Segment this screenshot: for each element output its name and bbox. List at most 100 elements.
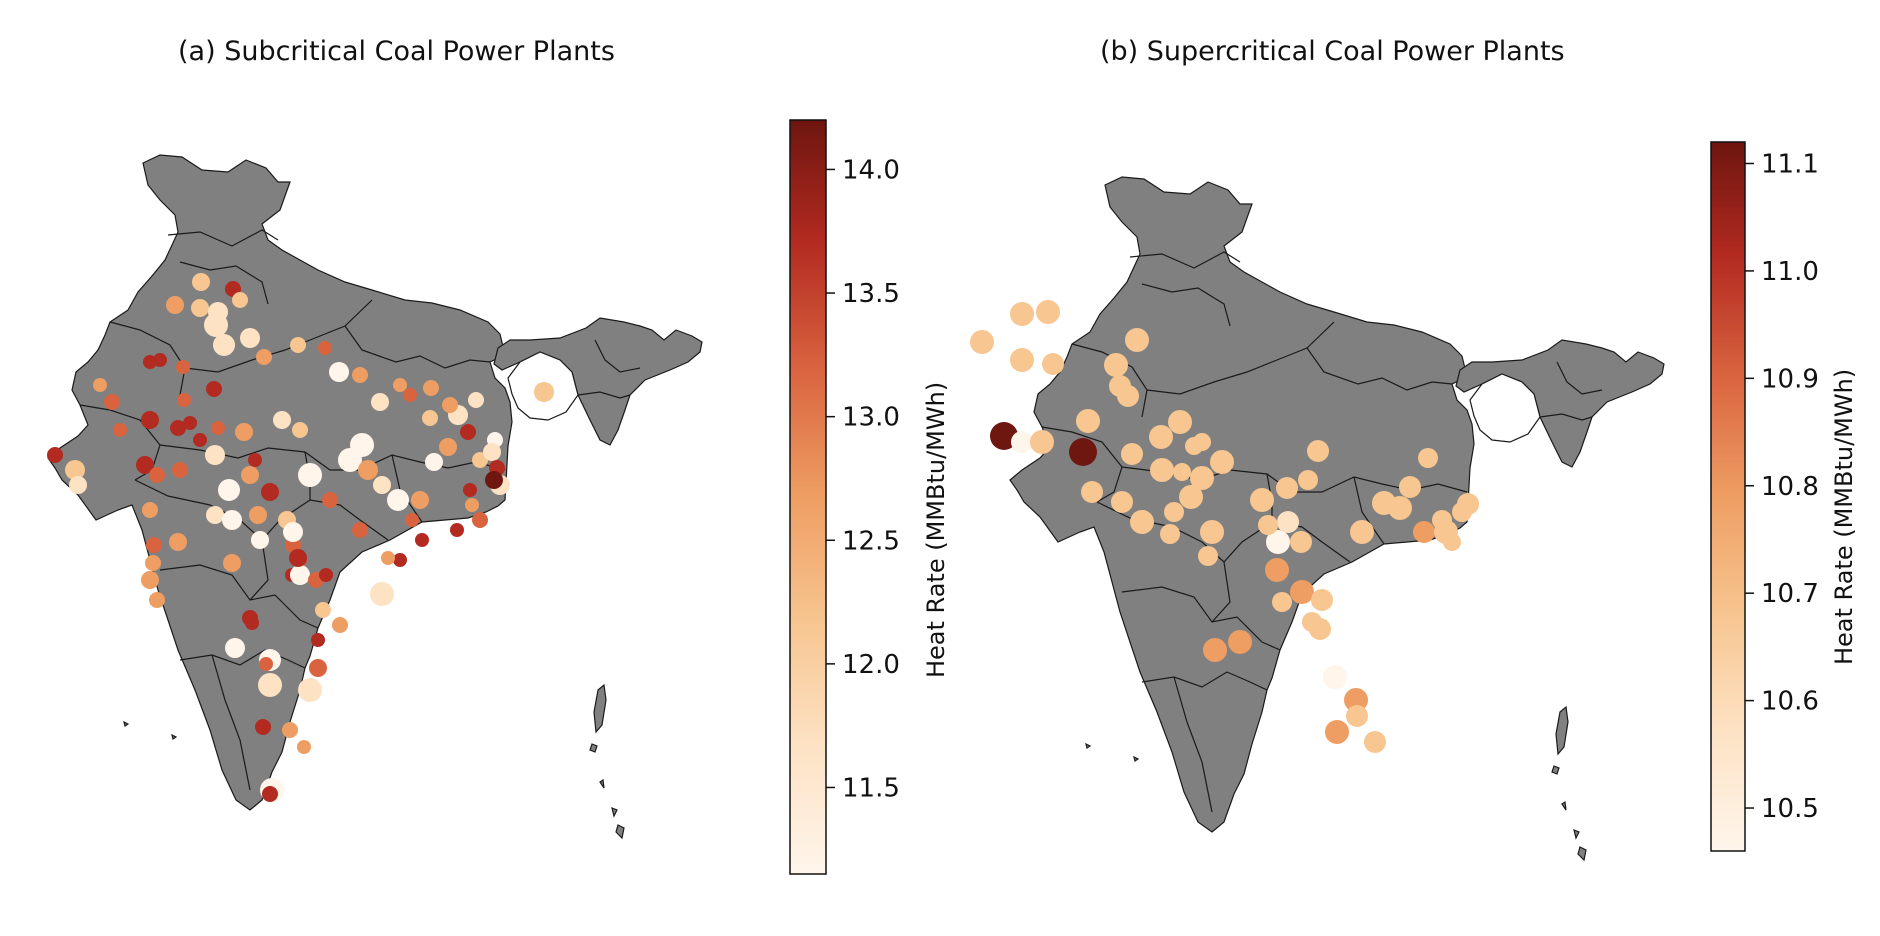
plant-marker <box>248 453 262 467</box>
plant-marker <box>191 299 209 317</box>
plant-marker <box>282 722 298 738</box>
plant-marker <box>1069 438 1097 466</box>
plant-marker <box>1164 502 1184 522</box>
colorbar-tick-label: 10.8 <box>1761 472 1819 502</box>
plant-marker <box>206 506 224 524</box>
plant-marker <box>315 602 331 618</box>
plant-marker <box>193 433 207 447</box>
plant-marker <box>468 392 484 408</box>
plant-marker <box>1130 510 1154 534</box>
plant-marker <box>1121 443 1143 465</box>
plant-marker <box>1104 353 1128 377</box>
plant-marker <box>145 555 161 571</box>
plant-marker <box>990 422 1018 450</box>
plant-marker <box>298 678 322 702</box>
plant-marker <box>425 453 443 471</box>
plant-marker <box>1081 481 1103 503</box>
plant-marker <box>1010 348 1034 372</box>
plant-marker <box>439 438 457 456</box>
plant-marker <box>241 466 259 484</box>
plant-marker <box>223 554 241 572</box>
plant-marker <box>222 510 242 530</box>
plant-marker <box>423 380 439 396</box>
plant-marker <box>213 334 235 356</box>
plant-marker <box>381 551 395 565</box>
plant-marker <box>1160 524 1180 544</box>
plant-marker <box>149 467 165 483</box>
plant-marker <box>1010 302 1034 326</box>
panel-b-title: (b) Supercritical Coal Power Plants <box>1100 36 1565 67</box>
plant-marker <box>1290 531 1312 553</box>
plant-marker <box>352 522 368 538</box>
plant-marker <box>1228 630 1252 654</box>
panel-b-plant-markers <box>970 300 1479 753</box>
plant-marker <box>1432 510 1452 530</box>
plant-marker <box>485 471 503 489</box>
plant-marker <box>1346 705 1368 727</box>
plant-marker <box>1323 665 1347 689</box>
plant-marker <box>1250 488 1274 512</box>
plant-marker <box>283 522 303 542</box>
plant-marker <box>290 337 306 353</box>
plant-marker <box>1193 433 1211 451</box>
plant-marker <box>1198 546 1218 566</box>
plant-marker <box>411 491 429 509</box>
plant-marker <box>311 633 325 647</box>
plant-marker <box>1266 530 1290 554</box>
plant-marker <box>1111 491 1133 513</box>
plant-marker <box>1036 300 1060 324</box>
colorbar-tick-label: 10.9 <box>1761 364 1819 394</box>
plant-marker <box>289 549 307 567</box>
panel-a-plant-markers <box>47 273 554 802</box>
plant-marker <box>256 349 272 365</box>
plant-marker <box>183 416 197 430</box>
plant-marker <box>1298 470 1318 490</box>
plant-marker <box>141 571 159 589</box>
plant-marker <box>245 616 259 630</box>
panel-a-title: (a) Subcritical Coal Power Plants <box>178 36 615 67</box>
plant-marker <box>1210 450 1234 474</box>
colorbar-tick-label: 11.0 <box>1761 257 1819 287</box>
colorbar-tick-label: 13.5 <box>842 279 900 309</box>
colorbar-tick-label: 12.5 <box>842 526 900 556</box>
plant-marker <box>442 397 458 413</box>
plant-marker <box>93 378 107 392</box>
plant-marker <box>170 420 186 436</box>
plant-marker <box>235 423 253 441</box>
panel-b-map <box>970 176 1665 861</box>
plant-marker <box>47 447 63 463</box>
plant-marker <box>1150 458 1174 482</box>
plant-marker <box>450 523 464 537</box>
plant-marker <box>258 673 282 697</box>
panel-b-colorbar-label: Heat Rate (MMBtu/MWh) <box>1830 368 1858 665</box>
plant-marker <box>211 421 225 435</box>
plant-marker <box>169 533 187 551</box>
plant-marker <box>1076 409 1100 433</box>
plant-marker <box>146 537 162 553</box>
plant-marker <box>1011 431 1033 453</box>
plant-marker <box>1388 496 1412 520</box>
plant-marker <box>387 489 409 511</box>
plant-marker <box>483 443 501 461</box>
plant-marker <box>204 313 228 337</box>
panel-a-colorbar: 14.0 13.5 13.0 12.5 12.0 11.5 <box>789 119 900 875</box>
plant-marker <box>422 410 438 426</box>
plant-marker <box>1272 592 1292 612</box>
plant-marker <box>1149 425 1173 449</box>
plant-marker <box>371 393 389 411</box>
plant-marker <box>149 592 165 608</box>
plant-marker <box>1276 477 1298 499</box>
plant-marker <box>472 512 488 528</box>
plant-marker <box>405 513 419 527</box>
plant-marker <box>166 296 184 314</box>
plant-marker <box>1443 533 1461 551</box>
plant-marker <box>1413 521 1435 543</box>
plant-marker <box>206 381 222 397</box>
plant-marker <box>332 617 348 633</box>
plant-marker <box>259 657 273 671</box>
plant-marker <box>1203 638 1227 662</box>
plant-marker <box>297 740 311 754</box>
plant-marker <box>225 638 245 658</box>
plant-marker <box>1290 580 1314 604</box>
